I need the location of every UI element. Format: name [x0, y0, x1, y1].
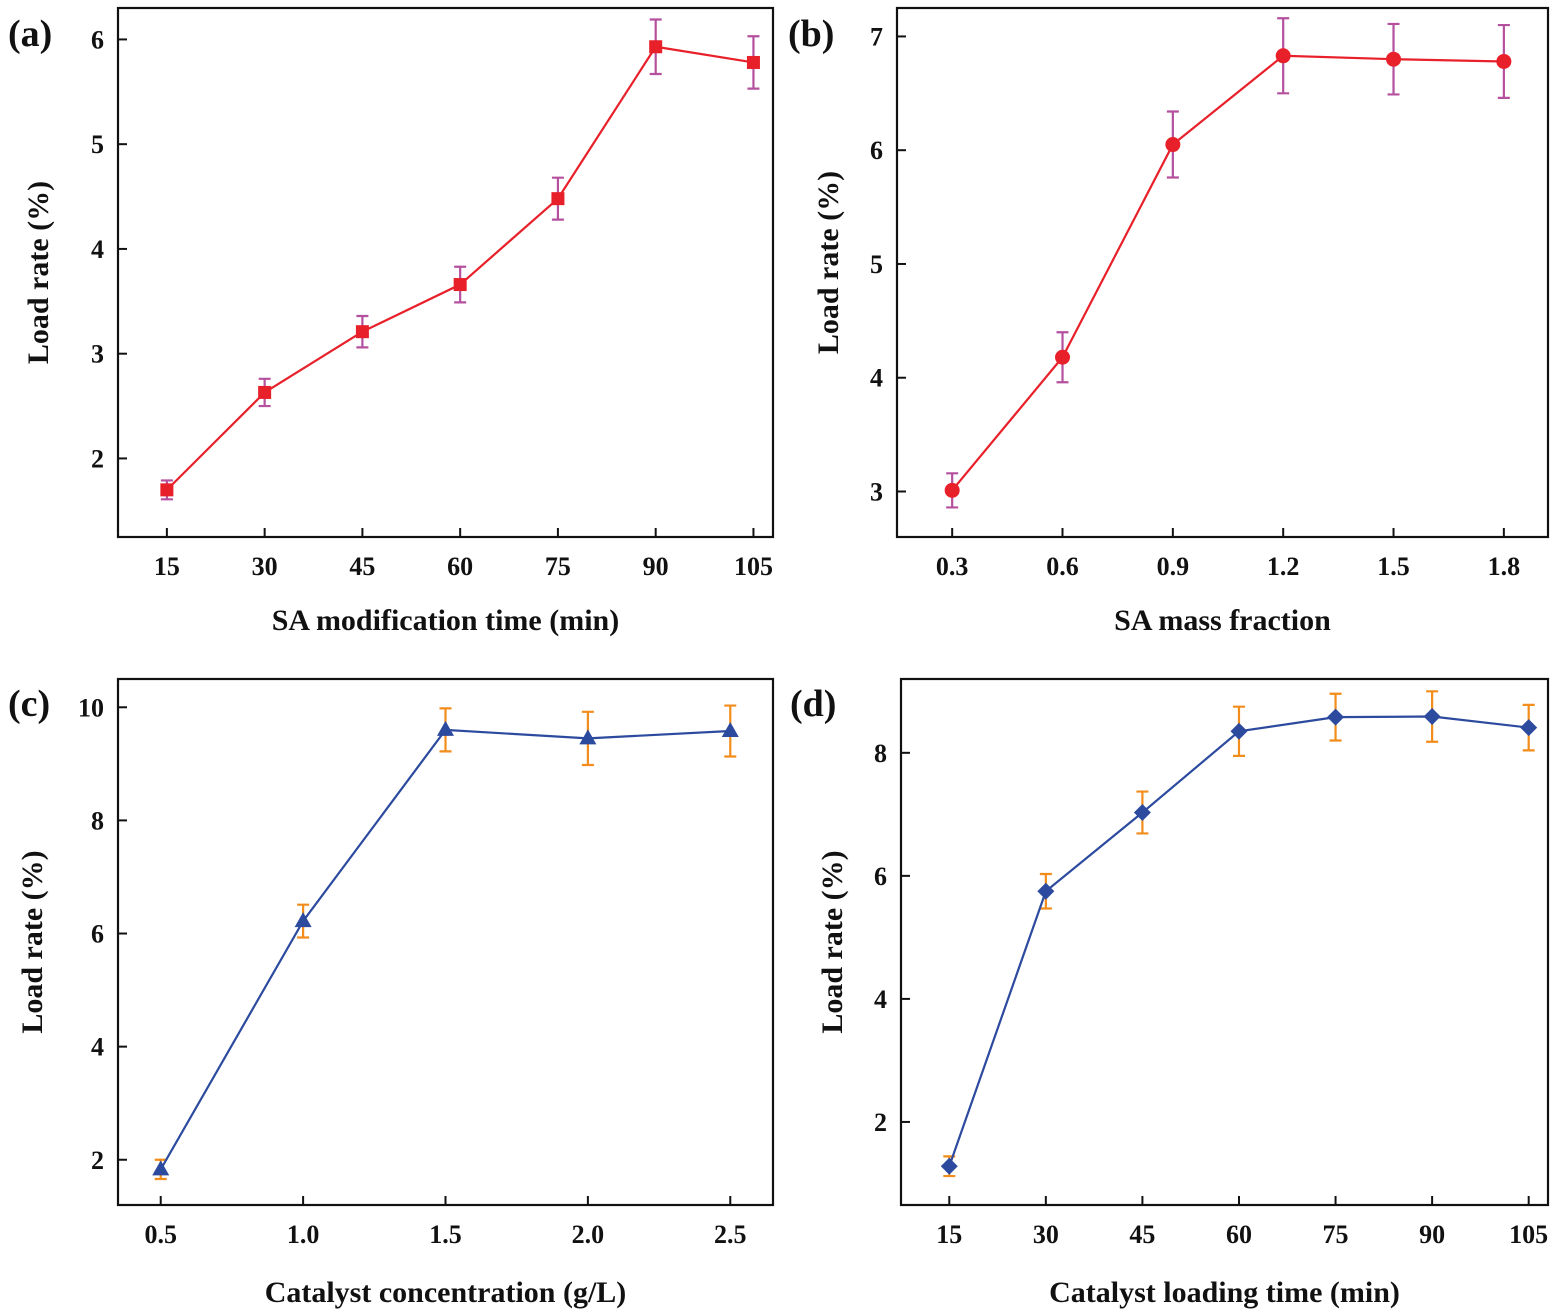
panel-a-y-tick-label: 3 [91, 340, 104, 369]
panel-b-y-axis-title: Load rate (%) [812, 171, 845, 354]
panel-a-y-tick-label: 2 [91, 444, 104, 473]
panel-c-data-point [721, 722, 739, 738]
panel-c: (c) 0.5 1.0 1.5 2.0 2.5 2 4 6 8 10 Catalyst conce… [8, 677, 775, 1309]
panel-b-y-tick-label: 6 [870, 136, 883, 165]
panel-b-data-point [1165, 137, 1181, 153]
panel-d-plot-frame [899, 677, 1550, 1207]
panel-b-x-tick-label: 1.5 [1377, 552, 1410, 581]
panel-c-data-point [437, 720, 454, 736]
panel-b-plot-frame [895, 6, 1550, 539]
panel-b-x-tick-label: 0.3 [936, 552, 969, 581]
panel-c-data-point [152, 1160, 170, 1176]
panel-c-y-tick-label: 2 [91, 1146, 104, 1175]
panel-b-data-point [1275, 48, 1291, 64]
panel-b-x-axis-title: SA mass fraction [1114, 604, 1331, 637]
panel-d: (d) 15 30 45 60 75 90 105 2 4 6 8 Catalyst loading… [790, 677, 1550, 1309]
panel-a-label: (a) [8, 13, 52, 55]
panel-c-x-tick-label: 1.5 [429, 1220, 462, 1249]
panel-d-data-point [1230, 722, 1248, 740]
panel-a-x-tick-label: 105 [734, 552, 773, 581]
panel-c-y-tick-label: 10 [78, 693, 104, 722]
panel-b-x-tick-label: 0.6 [1046, 552, 1079, 581]
panel-d-x-tick-label: 60 [1226, 1220, 1252, 1249]
panel-d-marks: 15 30 45 60 75 90 105 2 4 6 8 [874, 690, 1548, 1249]
panel-d-x-tick-label: 15 [936, 1220, 962, 1249]
panel-b-data-point [1386, 51, 1402, 67]
panel-b-data-point [1496, 53, 1512, 69]
panel-c-x-axis-title: Catalyst concentration (g/L) [265, 1276, 627, 1309]
panel-b-y-tick-label: 7 [870, 22, 883, 51]
panel-d-data-point [1133, 803, 1151, 821]
panel-a-data-point [258, 385, 272, 399]
panel-d-data-point [940, 1157, 958, 1175]
panel-c-x-tick-label: 2.0 [572, 1220, 605, 1249]
panel-b-y-tick-label: 4 [870, 364, 883, 393]
panel-a-y-axis-title: Load rate (%) [22, 181, 55, 364]
panel-c-x-tick-label: 0.5 [144, 1220, 177, 1249]
panel-a-data-point [160, 483, 174, 497]
panel-c-y-tick-label: 6 [91, 920, 104, 949]
panel-c-data-point [294, 912, 312, 928]
panel-a-x-tick-label: 30 [252, 552, 278, 581]
panel-d-series-line [948, 715, 1529, 1167]
panel-a-x-tick-label: 90 [643, 552, 669, 581]
panel-a-data-point [453, 278, 467, 292]
panel-a-data-point [355, 325, 369, 339]
panel-d-x-tick-label: 30 [1033, 1220, 1059, 1249]
panel-c-marks: 0.5 1.0 1.5 2.0 2.5 2 4 6 8 10 [78, 693, 747, 1249]
panel-c-y-tick-label: 8 [91, 806, 104, 835]
panel-a-x-tick-label: 45 [349, 552, 375, 581]
panel-d-y-tick-label: 6 [874, 862, 887, 891]
panel-d-data-point [1520, 719, 1538, 737]
panel-b-y-tick-label: 3 [870, 477, 883, 506]
panel-a-plot-frame [116, 6, 775, 539]
panel-b-x-tick-label: 0.9 [1157, 552, 1190, 581]
panel-c-plot-frame [116, 677, 775, 1207]
panel-b-label: (b) [788, 13, 834, 55]
panel-c-x-tick-label: 2.5 [714, 1220, 747, 1249]
panel-a-data-point [746, 55, 760, 69]
panel-d-x-axis-title: Catalyst loading time (min) [1049, 1276, 1400, 1309]
panel-b-series-line [951, 54, 1504, 492]
panel-d-x-tick-label: 105 [1509, 1220, 1548, 1249]
panel-b-x-tick-label: 1.2 [1267, 552, 1300, 581]
panel-a-data-point [649, 40, 663, 54]
panel-a-x-tick-label: 75 [545, 552, 571, 581]
panel-a-x-tick-label: 60 [447, 552, 473, 581]
panel-d-data-point [1423, 708, 1441, 726]
panel-d-x-tick-label: 75 [1323, 1220, 1349, 1249]
panel-a-y-tick-label: 4 [91, 235, 104, 264]
panel-b: (b) 0.3 0.6 0.9 1.2 1.5 1.8 3 4 5 6 7 SA mass frac… [788, 6, 1550, 637]
panel-a-y-tick-label: 5 [91, 130, 104, 159]
panel-a-y-tick-label: 6 [91, 25, 104, 54]
panel-d-data-point [1327, 708, 1345, 726]
panel-d-data-point [1037, 882, 1055, 900]
panel-a-data-point [551, 192, 565, 206]
panel-b-x-tick-label: 1.8 [1488, 552, 1521, 581]
panel-b-data-point [1055, 349, 1071, 365]
panel-c-label: (c) [8, 683, 50, 725]
panel-d-x-tick-label: 45 [1129, 1220, 1155, 1249]
panel-c-y-tick-label: 4 [91, 1033, 104, 1062]
panel-c-data-point [579, 729, 597, 745]
panel-d-label: (d) [790, 683, 836, 725]
panel-b-marks: 0.3 0.6 0.9 1.2 1.5 1.8 3 4 5 6 7 [870, 17, 1521, 581]
panel-b-y-tick-label: 5 [870, 250, 883, 279]
panel-d-y-tick-label: 8 [874, 739, 887, 768]
panel-c-y-axis-title: Load rate (%) [16, 850, 49, 1033]
panel-c-series-line [159, 728, 731, 1170]
panel-d-y-tick-label: 2 [874, 1108, 887, 1137]
panel-c-x-tick-label: 1.0 [287, 1220, 320, 1249]
panel-b-data-point [944, 482, 960, 498]
panel-d-x-tick-label: 90 [1419, 1220, 1445, 1249]
panel-d-y-axis-title: Load rate (%) [816, 850, 849, 1033]
panel-a-x-axis-title: SA modification time (min) [272, 604, 619, 637]
panel-a-x-tick-label: 15 [154, 552, 180, 581]
panel-d-y-tick-label: 4 [874, 985, 887, 1014]
